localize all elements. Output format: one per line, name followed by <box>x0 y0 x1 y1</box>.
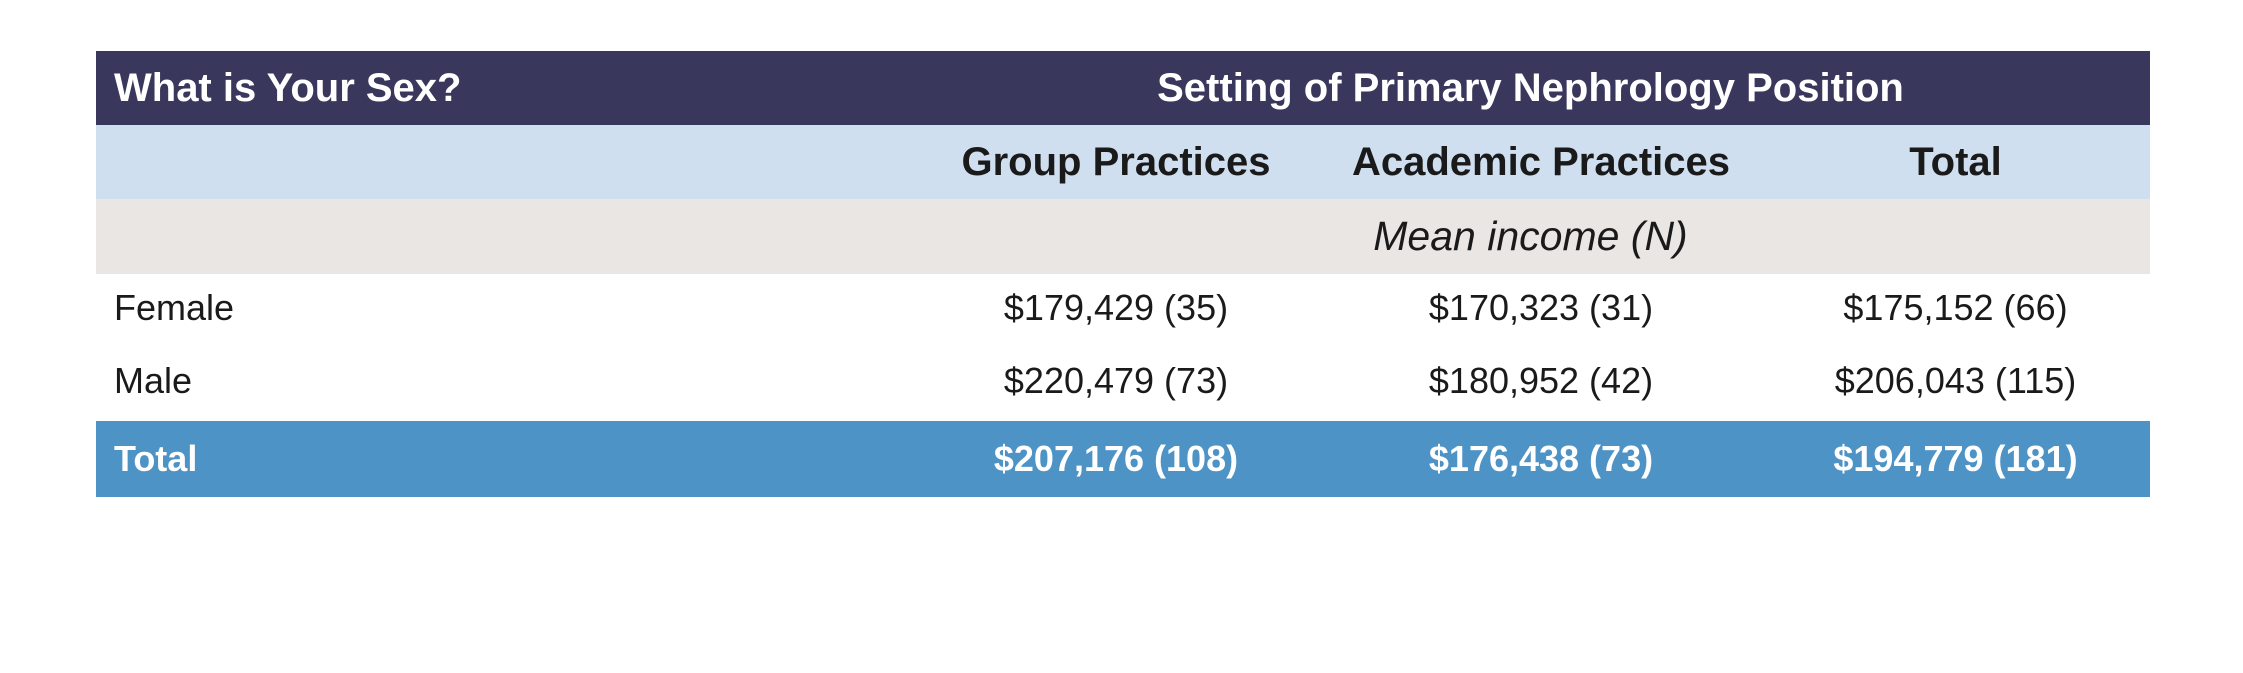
cell-group-practices: $179,429 (35) <box>1003 286 1229 328</box>
cell-academic-practices: $180,952 (42) <box>1428 360 1654 401</box>
total-overall: $194,779 (181) <box>1833 438 2078 479</box>
column-header-group-practices: Group Practices <box>961 139 1271 184</box>
table-row: Female $179,429 (35) $170,323 (31) $175,… <box>96 274 2150 341</box>
row-label: Male <box>114 360 193 401</box>
column-header-academic-practices: Academic Practices <box>1351 139 1730 184</box>
row-label: Female <box>114 286 235 328</box>
column-header-total: Total <box>1909 139 2002 184</box>
column-group-header: Setting of Primary Nephrology Position <box>1157 65 1904 110</box>
row-dimension-header: What is Your Sex? <box>114 65 462 110</box>
cell-academic-practices: $170,323 (31) <box>1428 286 1654 328</box>
total-row-label: Total <box>114 438 198 479</box>
measure-label: Mean income (N) <box>1373 213 1688 259</box>
cell-total: $206,043 (115) <box>1834 360 2077 401</box>
table-row: Male $220,479 (73) $180,952 (42) $206,04… <box>96 341 2150 421</box>
cell-group-practices: $220,479 (73) <box>1003 360 1229 401</box>
measure-row: Mean income (N) <box>96 199 2150 274</box>
table-header-row: What is Your Sex? Setting of Primary Nep… <box>96 51 2150 125</box>
cell-total: $175,152 (66) <box>1843 286 2068 328</box>
total-group-practices: $207,176 (108) <box>993 438 1239 479</box>
column-header-row: Group Practices Academic Practices Total <box>96 125 2150 199</box>
total-row: Total $207,176 (108) $176,438 (73) $194,… <box>96 421 2150 497</box>
total-academic-practices: $176,438 (73) <box>1428 438 1654 479</box>
income-table: What is Your Sex? Setting of Primary Nep… <box>96 51 2150 497</box>
